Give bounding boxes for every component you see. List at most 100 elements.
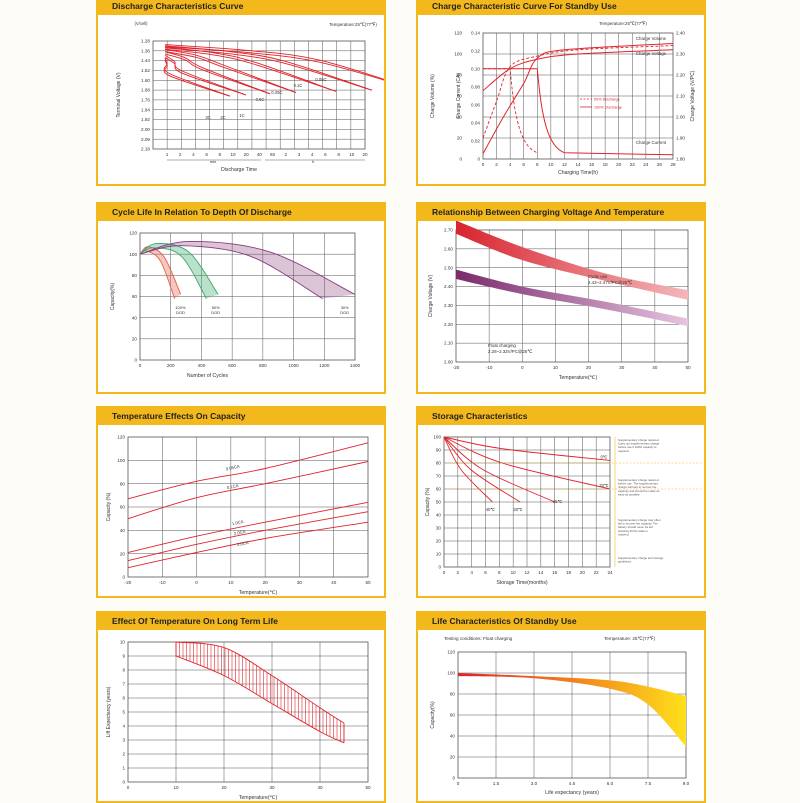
y-tick-label: 2.70 [444, 228, 453, 233]
y-tick-label: 1.28 [141, 39, 150, 44]
y-tick-label: 0 [438, 565, 441, 570]
x-tick-label: 0 [139, 363, 142, 368]
panel-cycle-life: Cycle Life In Relation To Depth Of Disch… [96, 202, 386, 394]
series-label: 30% [341, 305, 349, 310]
band-label: Cycle use [588, 274, 608, 279]
y-tick-label: 60 [450, 713, 456, 718]
series-label: 3C [205, 115, 210, 120]
series-label: 2.0CA [233, 529, 246, 536]
x-tick-label: 8 [337, 152, 340, 157]
x-tick-label: -20 [453, 365, 460, 370]
x-tick-label: 20 [244, 152, 250, 157]
chart-note: Temperature: 25℃(77℉) [604, 636, 656, 641]
panel-standby-life: Life Characteristics Of Standby Use Test… [416, 611, 706, 803]
x-tick-label: 24 [607, 570, 613, 575]
band-label: 2.43~2.47V/PC@25℃ [588, 280, 632, 285]
y-tick-label: 1.76 [141, 98, 150, 103]
x-tick-label: 10 [230, 152, 236, 157]
y-tick-label: 40 [457, 115, 463, 120]
voltage-band [456, 269, 688, 327]
x-tick-label: 22 [630, 162, 636, 167]
curve-label: Charge Voltage [636, 51, 667, 56]
discharge-curve [164, 57, 247, 96]
y-tick-label: 60 [132, 294, 138, 299]
y-tick-label: 0 [477, 157, 480, 162]
y-tick-label: 60 [436, 487, 442, 492]
x-axis-label: Discharge Time [221, 167, 257, 173]
series-label: DOD [340, 310, 349, 315]
y-tick-label: 20 [132, 336, 138, 341]
cycle-life-curve [139, 243, 219, 295]
y-tick-label: 100 [129, 252, 137, 257]
panel-title: Life Characteristics Of Standby Use [418, 613, 704, 630]
x-tick-label: 6 [324, 152, 327, 157]
curve-label: Charge Current [636, 140, 667, 145]
y-tick-label: 50 [436, 500, 442, 505]
x-tick-label: 8 [498, 570, 501, 575]
storage-note-line: Supplementary charge may often [618, 518, 661, 522]
charge-volume-curve [482, 43, 674, 154]
x-tick-label: 6 [205, 152, 208, 157]
series-label: 50% [212, 305, 220, 310]
x-tick-label: 10 [228, 580, 234, 585]
y-tick-label: 20 [436, 539, 442, 544]
x-tick-label: 200 [167, 363, 175, 368]
storage-note-line: charge will help to recover the [618, 485, 657, 489]
x-tick-label: 20 [580, 570, 586, 575]
panel-voltage-temp: Relationship Between Charging Voltage An… [416, 202, 706, 394]
series-label: 100% [175, 305, 186, 310]
y-tick-label: 2.10 [444, 341, 453, 346]
x-tick-label: 0 [195, 580, 198, 585]
x-tick-label: 6 [484, 570, 487, 575]
x-tick-label: 14 [575, 162, 581, 167]
y-tick-label: 1 [122, 766, 125, 771]
x-tick-label: 12 [524, 570, 530, 575]
y-tick-label: 60 [457, 94, 463, 99]
panel-temp-capacity: Temperature Effects On Capacity Capacity… [96, 406, 386, 598]
panel-title: Storage Characteristics [418, 408, 704, 425]
discharge-curve [164, 44, 384, 80]
storage-curve [443, 436, 611, 461]
y-axis-label: Charge Current (CA) [456, 73, 462, 119]
y-tick-label: 2.20 [444, 322, 453, 327]
y2-tick-label: 2.30 [676, 52, 685, 57]
y-tick-label: 0.08 [471, 85, 480, 90]
y-tick-label: 2 [122, 752, 125, 757]
y-tick-label: 120 [454, 31, 462, 36]
panel-storage: Storage Characteristics Capacity (%) 0 10 2… [416, 406, 706, 598]
x-tick-label: 600 [228, 363, 236, 368]
storage-note-line: before use. The supplementary [618, 482, 659, 486]
discharge-curve [164, 46, 384, 81]
storage-note: Supplementary charge may often fail to re… [618, 518, 661, 536]
x-tick-label: 30 [269, 785, 275, 790]
y-tick-label: 40 [132, 315, 138, 320]
cycle-life-curve [139, 247, 207, 299]
y-tick-label: 2.18 [141, 147, 150, 152]
x-tick-label: 28 [670, 162, 676, 167]
y-tick-label: 2.50 [444, 265, 453, 270]
y-tick-label: 10 [436, 552, 442, 557]
chart-note: Temperature:25℃(77℉) [599, 21, 647, 26]
chart-note: Temperature:25℃(77℉) [329, 22, 377, 27]
x-tick-label: 10 [173, 785, 179, 790]
standby-life-band [458, 673, 686, 747]
storage-note-line: Supplementary charge required [618, 478, 659, 482]
storage-note-line: reached. [618, 532, 629, 536]
x-tick-label: 18 [603, 162, 609, 167]
x-tick-label: 0 [127, 785, 130, 790]
charge-current-curve [483, 68, 674, 156]
x-tick-label: 4.5 [569, 781, 576, 786]
y-tick-label: 100 [447, 671, 455, 676]
y-tick-label: 2.00 [141, 127, 150, 132]
discharge-curve [163, 57, 231, 97]
x-tick-label: 9.0 [683, 781, 690, 786]
life-lower-curve [175, 655, 345, 744]
y-tick-label: 2.00 [444, 360, 453, 365]
x-tick-label: 4 [192, 152, 195, 157]
y-unit-label: (V/cell) [134, 21, 148, 26]
y-tick-label: 0 [122, 575, 125, 580]
y-axis-label: Charge Voltage (V) [428, 274, 434, 317]
x-tick-label: 40 [331, 580, 337, 585]
standby-life-chart: Testing conditions: Float charging Temper… [430, 636, 690, 796]
